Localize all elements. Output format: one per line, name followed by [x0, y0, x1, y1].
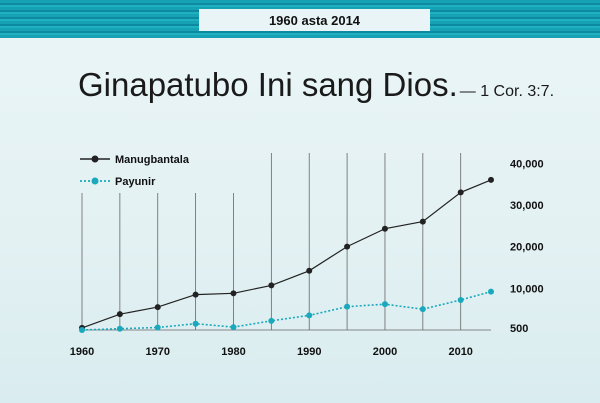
data-point: [116, 325, 123, 332]
y-tick-label: 40,000: [510, 158, 544, 170]
title-reference: — 1 Cor. 3:7.: [459, 83, 555, 100]
y-tick-label: 10,000: [510, 283, 544, 295]
chart-series: [79, 176, 494, 333]
data-point: [230, 324, 237, 331]
y-tick-label: 30,000: [510, 200, 544, 212]
data-point: [457, 189, 464, 196]
x-tick-label: 1980: [221, 346, 245, 358]
legend-marker: [91, 177, 99, 185]
chart-grid: [81, 153, 462, 330]
data-point: [344, 303, 351, 310]
legend-label: Manugbantala: [115, 154, 190, 166]
data-point: [154, 324, 161, 331]
data-point: [154, 304, 161, 311]
legend-marker: [91, 155, 99, 163]
y-tick-label: 500: [510, 323, 528, 335]
series-line-payunir: [81, 290, 492, 331]
page-title: Ginapatubo Ini sang Dios. — 1 Cor. 3:7.: [78, 66, 554, 104]
data-point: [419, 306, 426, 313]
data-point: [116, 311, 123, 318]
data-point: [79, 327, 85, 333]
x-tick-label: 1960: [70, 346, 94, 358]
data-point: [419, 218, 426, 225]
data-point: [268, 282, 275, 289]
data-point: [268, 317, 275, 324]
x-tick-label: 1970: [145, 346, 169, 358]
chart-legend: Manugbantala Payunir: [80, 154, 190, 188]
data-point: [230, 290, 237, 297]
banner-label: 1960 asta 2014: [199, 9, 430, 31]
data-point: [488, 176, 494, 183]
series-line-manugbantala: [81, 179, 492, 329]
legend-label: Payunir: [115, 176, 156, 188]
data-point: [306, 312, 313, 319]
x-tick-label: 2010: [448, 346, 472, 358]
data-point: [488, 288, 494, 295]
data-point: [457, 296, 464, 303]
data-point: [192, 291, 199, 298]
data-point: [192, 320, 199, 327]
data-point: [344, 243, 351, 250]
data-point: [381, 301, 388, 308]
data-point: [306, 267, 313, 274]
data-point: [381, 225, 388, 232]
x-tick-label: 2000: [373, 346, 397, 358]
x-tick-label: 1990: [297, 346, 321, 358]
y-tick-label: 20,000: [510, 242, 544, 254]
header-banner: 1960 asta 2014: [0, 0, 600, 38]
chart-ticks: 1960 1970 1980 1990 2000 2010 500 10,000 20,000 3…: [70, 158, 544, 358]
title-main: Ginapatubo Ini sang Dios.: [78, 66, 458, 103]
